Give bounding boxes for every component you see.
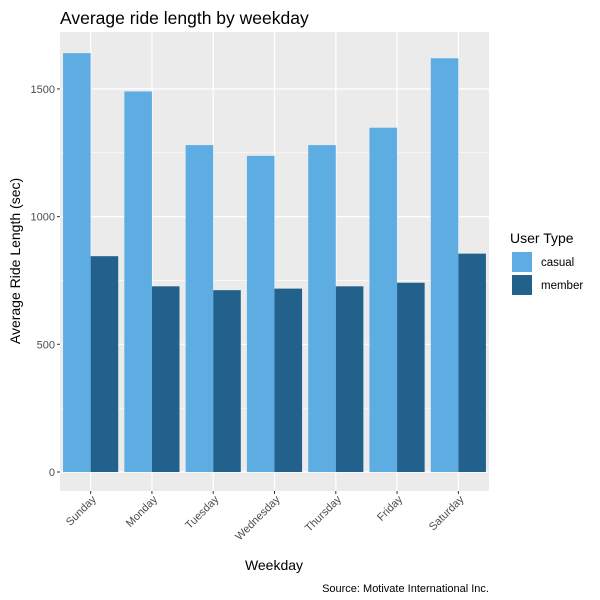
bar-member-thursday <box>335 286 364 472</box>
bar-casual-saturday <box>430 58 459 472</box>
bar-member-monday <box>151 286 180 472</box>
bar-casual-monday <box>124 91 152 472</box>
legend-label-member: member <box>541 280 583 292</box>
x-tick-label: Monday <box>124 493 161 530</box>
x-tick-label: Tuesday <box>183 493 221 531</box>
legend-key-member <box>512 275 532 295</box>
y-tick-label: 1500 <box>31 84 55 96</box>
chart-title: Average ride length by weekday <box>60 8 309 28</box>
x-axis: Sunday Monday Tuesday Wednesday Thursday Frid… <box>64 491 467 543</box>
bar-casual-wednesday <box>246 155 275 472</box>
y-tick-label: 0 <box>49 467 55 479</box>
bar-member-saturday <box>458 253 486 472</box>
x-tick-label: Friday <box>375 493 405 523</box>
legend-key-casual <box>512 252 532 272</box>
bar-member-friday <box>397 282 425 472</box>
x-tick-label: Saturday <box>427 493 467 533</box>
legend: User Type casual member <box>510 230 583 295</box>
bar-casual-tuesday <box>185 145 214 472</box>
bar-casual-sunday <box>63 53 91 472</box>
y-axis-label: Average Ride Length (sec) <box>7 178 23 344</box>
legend-title: User Type <box>510 230 574 246</box>
bar-casual-thursday <box>308 145 336 472</box>
bar-member-wednesday <box>274 288 303 472</box>
bar-member-tuesday <box>213 290 241 472</box>
bar-casual-friday <box>369 127 398 473</box>
x-tick-label: Wednesday <box>233 493 283 543</box>
y-axis: 0 500 1000 1500 <box>31 84 60 479</box>
x-tick-label: Sunday <box>64 493 99 528</box>
source-caption: Source: Motivate International Inc. <box>322 583 489 595</box>
y-tick-label: 1000 <box>31 212 55 224</box>
bars <box>63 53 486 473</box>
legend-label-casual: casual <box>541 257 574 269</box>
y-tick-label: 500 <box>37 339 55 351</box>
x-axis-label: Weekday <box>245 557 303 573</box>
x-tick-label: Thursday <box>303 493 344 534</box>
bar-member-sunday <box>90 256 119 472</box>
